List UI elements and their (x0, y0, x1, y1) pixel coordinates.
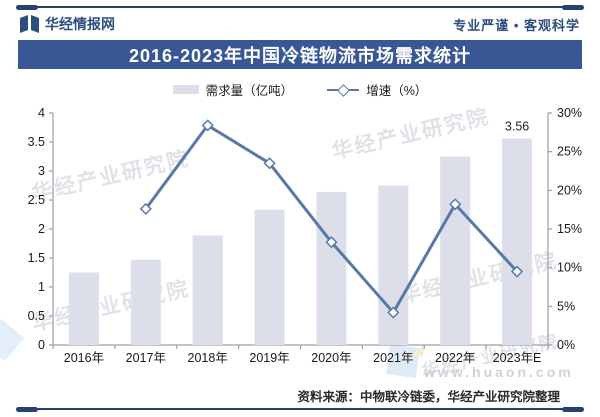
growth-marker-2018年 (201, 119, 214, 132)
watermark-logo-icon (386, 343, 425, 378)
bar-2019年 (254, 209, 285, 345)
bar-2016年 (68, 272, 99, 345)
y-right-tick-label: 10% (557, 261, 582, 275)
legend-item-growth: 增速（%） (327, 80, 427, 99)
y-left-tick-label: 2 (38, 222, 45, 236)
y-left-tick-label: 1.5 (28, 251, 45, 265)
y-right-tick-label: 0% (557, 338, 575, 352)
bar-value-label: 3.56 (505, 120, 529, 134)
brand-logo-icon (20, 15, 39, 33)
watermark-url: www.huaon.com (424, 364, 574, 380)
y-left-tick-label: 1 (38, 280, 45, 294)
watermark-text: 华经产业研究院 (29, 277, 192, 336)
x-tick-label: 2022年 (435, 351, 475, 365)
line-swatch-icon (327, 83, 360, 97)
growth-marker-2019年 (263, 157, 276, 170)
bar-2018年 (192, 235, 223, 345)
header: 华经情报网 专业严谨 • 客观科学 (20, 12, 580, 36)
growth-line (144, 123, 519, 315)
y-left-tick-label: 0 (38, 338, 45, 352)
bottom-border (16, 406, 584, 412)
y-right-tick-label: 5% (557, 299, 575, 313)
top-border (16, 4, 584, 10)
bar-2021年 (378, 185, 409, 345)
chart-legend: 需求量（亿吨） 增速（%） (0, 80, 600, 99)
y-right-tick-label: 25% (557, 145, 582, 159)
watermark-text: 华经产业研究院 (419, 330, 561, 382)
bar-2023年E (502, 138, 533, 345)
growth-marker-2020年 (325, 236, 338, 249)
growth-marker-2023年E (511, 265, 524, 278)
watermark-text: 华经产业研究院 (329, 105, 492, 164)
bar-2022年 (440, 156, 471, 345)
x-tick-label: 2016年 (64, 351, 104, 365)
watermark-text: 华经产业研究院 (29, 147, 192, 206)
bar-2020年 (316, 191, 347, 345)
watermark-corner-icon (0, 318, 25, 362)
chart-title: 2016-2023年中国冷链物流市场需求统计 (18, 40, 582, 69)
y-left-tick-label: 3.5 (28, 135, 45, 149)
source-note: 资料来源：中物联冷链委，华经产业研究院整理 (297, 390, 560, 404)
x-tick-label: 2018年 (188, 351, 228, 365)
y-left-tick-label: 0.5 (28, 309, 45, 323)
y-left-tick-label: 2.5 (28, 193, 45, 207)
growth-marker-2017年 (139, 202, 152, 215)
x-tick-label: 2020年 (311, 351, 351, 365)
y-right-tick-label: 30% (557, 106, 582, 120)
x-tick-label: 2017年 (126, 351, 166, 365)
bar-swatch-icon (172, 85, 199, 94)
y-left-tick-label: 4 (38, 106, 45, 120)
legend-label-growth: 增速（%） (366, 84, 428, 98)
brand-name: 华经情报网 (45, 16, 115, 32)
x-tick-label: 2021年 (373, 351, 413, 365)
legend-item-demand: 需求量（亿吨） (172, 80, 294, 99)
growth-marker-2022年 (449, 198, 462, 211)
y-right-tick-label: 20% (557, 183, 582, 197)
y-left-tick-label: 3 (38, 164, 45, 178)
growth-marker-2021年 (387, 306, 400, 319)
watermark-text: 华经产业研究院 (397, 249, 560, 308)
brand: 华经情报网 (20, 14, 115, 34)
x-tick-label: 2023年E (493, 351, 542, 365)
x-tick-label: 2019年 (249, 351, 289, 365)
header-slogan: 专业严谨 • 客观科学 (453, 17, 580, 33)
legend-label-demand: 需求量（亿吨） (205, 84, 294, 98)
bar-2017年 (130, 259, 161, 345)
y-right-tick-label: 15% (557, 222, 582, 236)
